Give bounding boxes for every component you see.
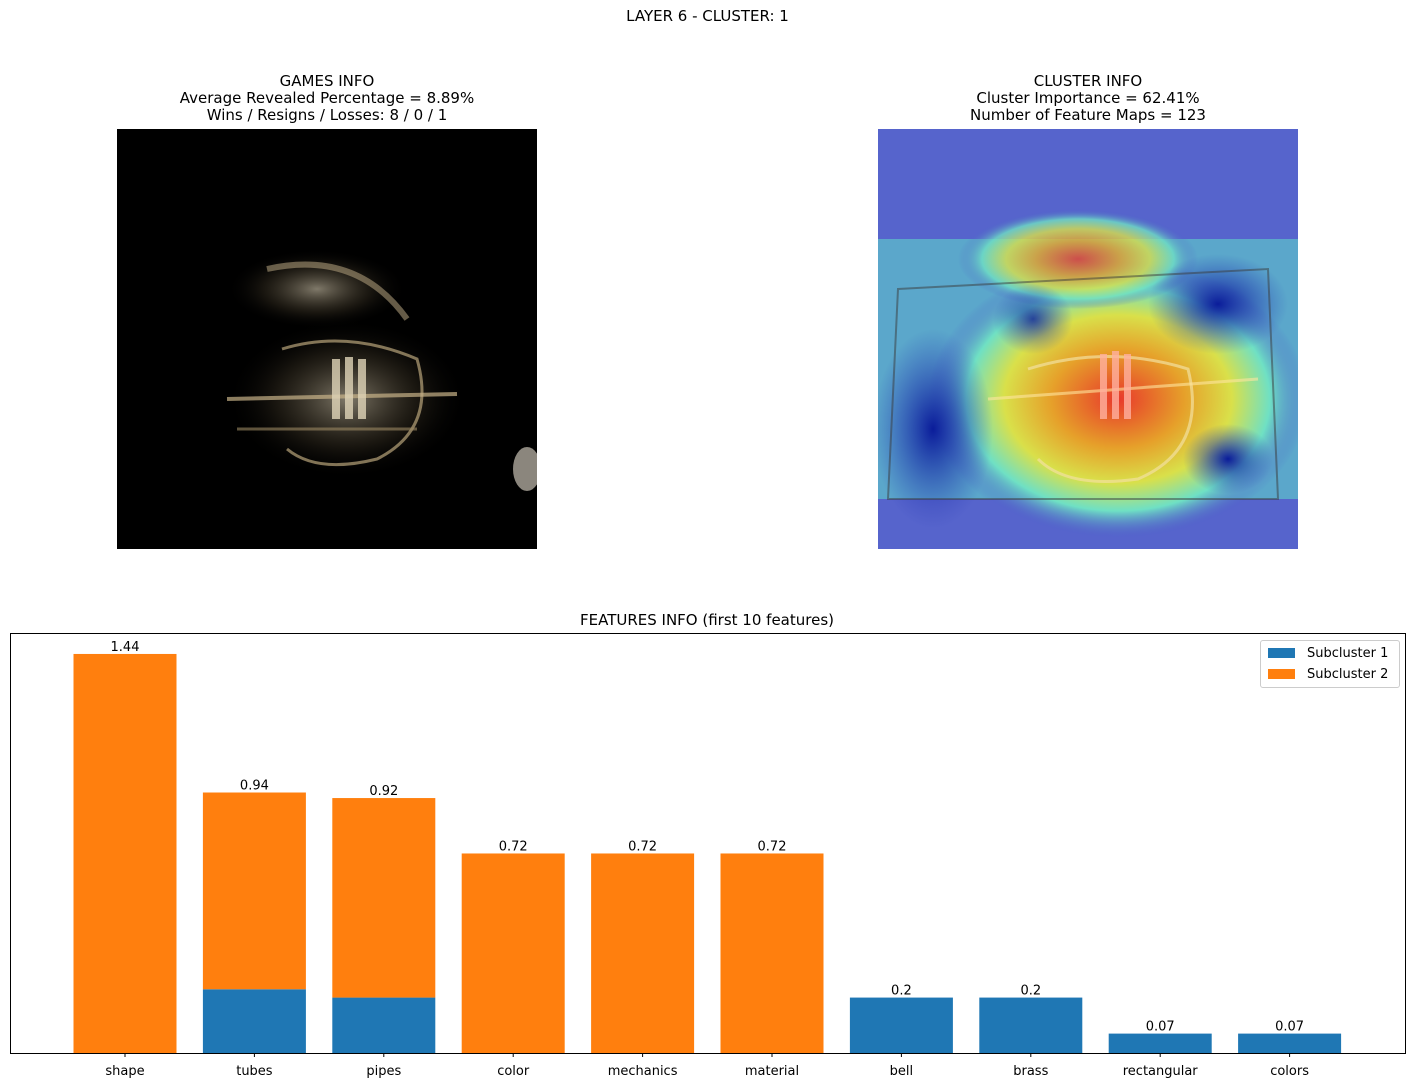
- x-tick-label: material: [745, 1064, 799, 1079]
- x-axis-ticks: shape tubes pipes color mechanics material bel…: [105, 1053, 1309, 1079]
- bar-value-label: 0.72: [499, 839, 528, 854]
- x-tick-label: brass: [1013, 1064, 1048, 1079]
- legend-swatch-subcluster-2: [1268, 669, 1295, 679]
- bar-colors-subcluster-1: [1238, 1033, 1342, 1053]
- axes-frame: [10, 633, 1406, 1054]
- cluster-info-importance: Cluster Importance = 62.41%: [976, 89, 1200, 107]
- x-tick-label: rectangular: [1123, 1064, 1199, 1079]
- legend-label-subcluster-2: Subcluster 2: [1307, 666, 1389, 682]
- bar-shape-subcluster-2: [73, 653, 177, 1053]
- bar-value-label: 0.72: [758, 839, 787, 854]
- bar-pipes-subcluster-1: [332, 997, 436, 1053]
- bars-group: [73, 653, 1342, 1053]
- bar-rectangular-subcluster-1: [1108, 1033, 1212, 1053]
- bar-value-label: 0.2: [891, 984, 912, 999]
- bar-value-label: 0.92: [369, 784, 398, 799]
- legend-label-subcluster-1: Subcluster 1: [1307, 645, 1389, 661]
- bar-color-subcluster-2: [461, 853, 565, 1053]
- bar-value-label: 0.07: [1146, 1020, 1175, 1035]
- games-info-revealed: Average Revealed Percentage = 8.89%: [179, 89, 475, 107]
- legend-item-subcluster-2: Subcluster 2: [1268, 666, 1388, 682]
- bar-value-label: 0.72: [628, 839, 657, 854]
- figure-title: LAYER 6 - CLUSTER: 1: [626, 7, 789, 25]
- chart-title: FEATURES INFO (first 10 features): [580, 611, 834, 629]
- bar-value-labels: 1.44 0.94 0.92 0.72 0.72 0.72 0.2 0.2 0.07 0.07: [111, 640, 1305, 1035]
- games-info-heading: GAMES INFO: [279, 72, 375, 90]
- bar-value-label: 0.94: [240, 779, 269, 794]
- x-tick-label: colors: [1270, 1064, 1309, 1079]
- bar-mechanics-subcluster-2: [591, 853, 695, 1053]
- cluster-info-feature-maps: Number of Feature Maps = 123: [970, 106, 1206, 124]
- revealed-image: [117, 129, 537, 549]
- bar-bell-subcluster-1: [849, 997, 953, 1053]
- bar-material-subcluster-2: [720, 853, 824, 1053]
- games-info-title: GAMES INFO Average Revealed Percentage =…: [117, 73, 537, 124]
- bar-pipes-subcluster-2: [332, 798, 436, 998]
- bar-tubes-subcluster-2: [202, 792, 306, 990]
- cluster-info-title: CLUSTER INFO Cluster Importance = 62.41%…: [878, 73, 1298, 124]
- x-tick-label: bell: [890, 1064, 913, 1079]
- x-tick-label: shape: [105, 1064, 144, 1079]
- x-tick-label: pipes: [366, 1064, 401, 1079]
- bar-brass-subcluster-1: [979, 997, 1083, 1053]
- x-tick-label: color: [497, 1064, 530, 1079]
- x-tick-label: mechanics: [608, 1064, 678, 1079]
- bar-value-label: 1.44: [111, 640, 140, 655]
- legend-item-subcluster-1: Subcluster 1: [1268, 645, 1388, 661]
- x-tick-label: tubes: [236, 1064, 273, 1079]
- heatmap-image: [878, 129, 1298, 549]
- games-info-results: Wins / Resigns / Losses: 8 / 0 / 1: [206, 106, 448, 124]
- bar-value-label: 0.07: [1275, 1020, 1304, 1035]
- bar-value-label: 0.2: [1020, 984, 1041, 999]
- bar-tubes-subcluster-1: [202, 989, 306, 1053]
- legend-swatch-subcluster-1: [1268, 648, 1295, 658]
- cluster-info-heading: CLUSTER INFO: [1033, 72, 1143, 90]
- chart-legend: Subcluster 1 Subcluster 2: [1260, 640, 1400, 688]
